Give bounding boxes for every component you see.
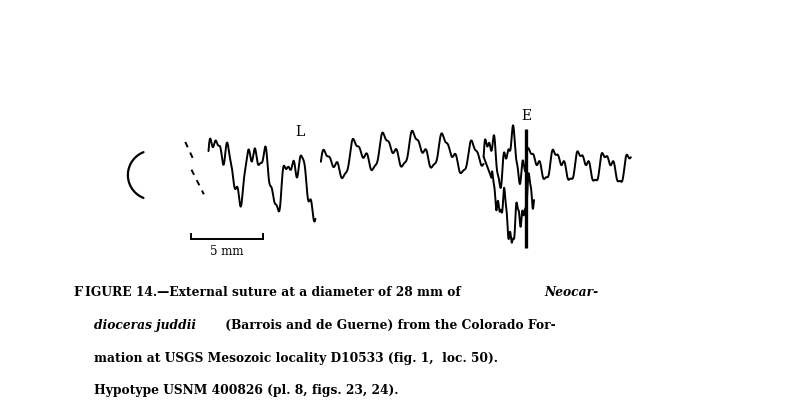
Text: E: E [521,110,531,124]
Text: F: F [74,286,82,299]
Text: Neocar-: Neocar- [544,286,598,299]
Text: Hypotype USNM 400826 (pl. 8, figs. 23, 24).: Hypotype USNM 400826 (pl. 8, figs. 23, 2… [94,384,399,398]
Text: mation at USGS Mesozoic locality D10533 (fig. 1,  loc. 50).: mation at USGS Mesozoic locality D10533 … [94,352,498,365]
Text: dioceras juddii: dioceras juddii [94,319,196,332]
Text: (Barrois and de Guerne) from the Colorado For-: (Barrois and de Guerne) from the Colorad… [221,319,555,332]
Text: IGURE 14.—External suture at a diameter of 28 mm of: IGURE 14.—External suture at a diameter … [85,286,465,299]
Text: L: L [295,125,305,139]
Text: 5 mm: 5 mm [210,245,244,258]
